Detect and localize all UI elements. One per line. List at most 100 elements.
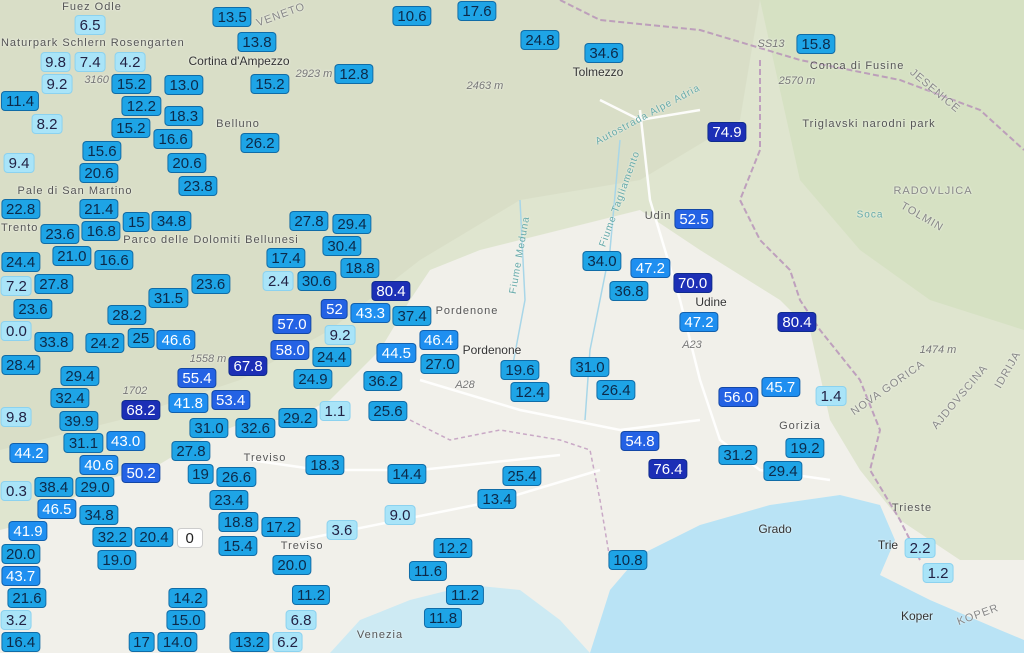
rainfall-station-badge[interactable]: 46.6 <box>156 330 196 350</box>
rainfall-station-badge[interactable]: 32.4 <box>50 388 90 409</box>
rainfall-station-badge[interactable]: 16.6 <box>94 249 134 270</box>
rainfall-station-badge[interactable]: 36.8 <box>609 281 649 301</box>
rainfall-station-badge[interactable]: 26.6 <box>216 466 257 487</box>
rainfall-station-badge[interactable]: 19.6 <box>500 359 540 380</box>
rainfall-station-badge[interactable]: 31.0 <box>570 356 610 377</box>
rainfall-station-badge[interactable]: 9.2 <box>41 74 73 95</box>
rainfall-station-badge[interactable]: 26.4 <box>596 379 636 400</box>
rainfall-station-badge[interactable]: 34.0 <box>582 250 622 271</box>
rainfall-station-badge[interactable]: 23.8 <box>178 176 218 196</box>
rainfall-station-badge[interactable]: 13.0 <box>164 75 204 95</box>
rainfall-station-badge[interactable]: 14.0 <box>157 632 198 652</box>
rainfall-station-badge[interactable]: 29.4 <box>332 213 372 234</box>
rainfall-station-badge[interactable]: 13.5 <box>212 6 252 27</box>
rainfall-station-badge[interactable]: 32.6 <box>235 418 276 438</box>
rainfall-station-badge[interactable]: 31.2 <box>718 445 758 465</box>
rainfall-station-badge[interactable]: 46.5 <box>37 499 77 520</box>
rainfall-station-badge[interactable]: 9.2 <box>324 325 356 346</box>
rainfall-station-badge[interactable]: 28.4 <box>0 355 41 376</box>
rainfall-station-badge[interactable]: 34.6 <box>584 43 624 64</box>
rainfall-station-badge[interactable]: 21.0 <box>52 246 92 266</box>
rainfall-station-badge[interactable]: 19.2 <box>785 438 825 458</box>
rainfall-station-badge[interactable]: 26.2 <box>240 132 280 153</box>
rainfall-station-badge[interactable]: 0.0 <box>0 321 32 342</box>
rainfall-station-badge[interactable]: 10.6 <box>392 6 432 26</box>
rainfall-station-badge[interactable]: 3.6 <box>326 520 358 540</box>
rainfall-station-badge[interactable]: 21.6 <box>7 587 47 608</box>
rainfall-station-badge[interactable]: 20.6 <box>79 162 119 183</box>
rainfall-station-badge[interactable]: 37.4 <box>392 306 432 326</box>
rainfall-station-badge[interactable]: 11.4 <box>1 91 40 111</box>
rainfall-station-badge[interactable]: 14.2 <box>168 587 208 608</box>
rainfall-station-badge[interactable]: 45.7 <box>760 377 801 397</box>
rainfall-station-badge[interactable]: 76.4 <box>648 459 688 479</box>
rainfall-station-badge[interactable]: 2.2 <box>904 538 936 558</box>
rainfall-station-badge[interactable]: 24.9 <box>293 369 333 390</box>
rainfall-station-badge[interactable]: 33.8 <box>34 332 74 353</box>
rainfall-station-badge[interactable]: 67.8 <box>228 356 268 376</box>
rainfall-station-badge[interactable]: 70.0 <box>672 272 713 293</box>
rainfall-station-badge[interactable]: 44.5 <box>376 343 416 363</box>
rainfall-station-badge[interactable]: 41.8 <box>168 393 208 413</box>
rainfall-station-badge[interactable]: 11.2 <box>445 585 485 605</box>
rainfall-station-badge[interactable]: 24.2 <box>85 332 125 353</box>
rainfall-station-badge[interactable]: 23.6 <box>40 224 80 244</box>
rainfall-station-badge[interactable]: 1.2 <box>922 563 954 583</box>
rainfall-station-badge[interactable]: 31.1 <box>63 432 104 453</box>
rainfall-station-badge[interactable]: 34.8 <box>79 505 119 526</box>
rainfall-station-badge[interactable]: 13.4 <box>477 488 517 509</box>
rainfall-station-badge[interactable]: 2.4 <box>263 270 294 291</box>
rainfall-station-badge[interactable]: 7.2 <box>0 275 32 296</box>
rainfall-station-badge[interactable]: 57.0 <box>272 313 312 334</box>
rainfall-station-badge[interactable]: 11.8 <box>423 608 463 628</box>
rainfall-station-badge[interactable]: 34.8 <box>151 210 192 231</box>
rainfall-station-badge[interactable]: 1.1 <box>319 401 351 421</box>
rainfall-station-badge[interactable]: 29.2 <box>278 408 318 428</box>
rainfall-station-badge[interactable]: 8.2 <box>31 114 63 134</box>
rainfall-station-badge[interactable]: 50.2 <box>121 463 161 483</box>
rainfall-station-badge[interactable]: 43.7 <box>0 565 41 586</box>
rainfall-station-badge[interactable]: 24.8 <box>520 30 560 50</box>
rainfall-station-badge[interactable]: 20.6 <box>167 153 207 173</box>
rainfall-station-badge[interactable]: 43.0 <box>106 431 146 451</box>
rainfall-station-badge[interactable]: 4.2 <box>114 51 146 72</box>
rainfall-station-badge[interactable]: 20.4 <box>134 527 174 547</box>
rainfall-station-badge[interactable]: 80.4 <box>371 280 411 301</box>
rainfall-station-badge[interactable]: 31.0 <box>189 417 229 438</box>
rainfall-station-badge[interactable]: 15.6 <box>82 140 122 161</box>
rainfall-station-badge[interactable]: 20.0 <box>272 555 312 575</box>
rainfall-station-badge[interactable]: 15.2 <box>111 73 152 94</box>
rainfall-station-badge[interactable]: 55.4 <box>177 367 217 388</box>
rainfall-station-badge[interactable]: 47.2 <box>679 311 719 332</box>
rainfall-station-badge[interactable]: 38.4 <box>34 477 74 498</box>
rainfall-station-badge[interactable]: 53.4 <box>210 390 251 411</box>
rainfall-station-badge[interactable]: 0.3 <box>0 481 32 501</box>
rainfall-station-badge[interactable]: 39.9 <box>59 410 99 431</box>
rainfall-station-badge[interactable]: 10.8 <box>608 550 648 570</box>
rainfall-station-badge[interactable]: 36.2 <box>363 371 403 391</box>
rainfall-station-badge[interactable]: 20.0 <box>0 543 41 564</box>
rainfall-station-badge[interactable]: 56.0 <box>718 387 758 407</box>
rainfall-station-badge[interactable]: 6.8 <box>285 609 317 630</box>
rainfall-station-badge[interactable]: 15.2 <box>250 74 290 94</box>
rainfall-station-badge[interactable]: 44.2 <box>9 443 49 463</box>
rainfall-station-badge[interactable]: 68.2 <box>121 399 161 420</box>
rainfall-station-badge[interactable]: 30.4 <box>322 235 362 256</box>
rainfall-station-badge[interactable]: 43.3 <box>350 302 391 323</box>
rainfall-station-badge[interactable]: 12.2 <box>121 96 161 117</box>
rainfall-station-badge[interactable]: 25 <box>127 327 155 348</box>
rainfall-station-badge[interactable]: 9.8 <box>40 51 71 72</box>
rainfall-station-badge[interactable]: 30.6 <box>296 271 337 292</box>
rainfall-station-badge[interactable]: 23.6 <box>13 298 53 319</box>
rainfall-station-badge[interactable]: 27.8 <box>171 440 211 461</box>
rainfall-station-badge[interactable]: 29.4 <box>763 461 803 481</box>
rainfall-station-badge[interactable]: 12.2 <box>433 538 473 558</box>
rainfall-station-badge[interactable]: 27.8 <box>34 274 74 295</box>
rainfall-station-badge[interactable]: 6.5 <box>74 15 106 36</box>
rainfall-station-badge[interactable]: 11.6 <box>408 561 448 581</box>
rainfall-station-badge[interactable]: 80.4 <box>777 312 817 332</box>
rainfall-station-badge[interactable]: 54.8 <box>620 431 660 451</box>
rainfall-station-badge[interactable]: 46.4 <box>418 330 459 350</box>
rainfall-station-badge[interactable]: 25.4 <box>502 465 542 486</box>
rainfall-station-badge[interactable]: 74.9 <box>707 122 747 142</box>
